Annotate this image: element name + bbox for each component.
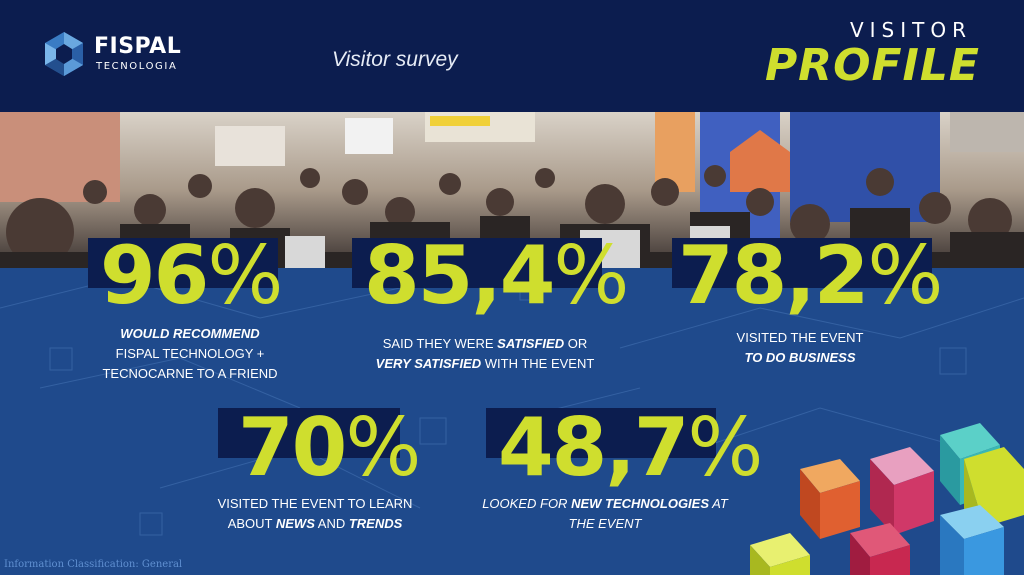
caption-emphasis: SATISFIED <box>497 336 565 351</box>
caption-emphasis: VERY SATISFIED <box>375 356 482 371</box>
stat-highlight-box <box>88 238 278 288</box>
stat-number: 78,2 <box>678 229 869 322</box>
visitor-heading: VISITOR <box>849 18 972 42</box>
percent-sign: % <box>207 229 283 322</box>
stat-value: 78,2% <box>678 236 943 316</box>
caption-emphasis: NEW TECHNOLOGIES <box>571 496 710 511</box>
caption-text: SAID THEY WERE <box>382 336 498 351</box>
caption-text: LOOKED FOR <box>482 496 572 511</box>
stat-value: 85,4% <box>364 236 629 316</box>
caption-line: THE EVENT <box>568 516 642 531</box>
caption-emphasis: TRENDS <box>348 516 403 531</box>
stat-number: 70 <box>238 401 347 494</box>
stat-caption: LOOKED FOR NEW TECHNOLOGIES AT THE EVENT <box>470 494 740 534</box>
stat-caption: VISITED THE EVENT TO DO BUSINESS <box>690 328 910 368</box>
profile-heading: PROFILE <box>764 40 980 91</box>
caption-line: VISITED THE EVENT <box>736 330 864 345</box>
caption-text: WITH THE EVENT <box>481 356 595 371</box>
stat-number: 96 <box>100 229 209 322</box>
percent-sign: % <box>553 229 629 322</box>
information-classification: Information Classification: General <box>4 559 183 570</box>
caption-text: AT <box>709 496 728 511</box>
fispal-logo[interactable]: FISPAL TECNOLOGIA <box>40 28 190 84</box>
percent-sign: % <box>867 229 943 322</box>
percent-sign: % <box>687 401 763 494</box>
caption-line: TECNOCARNE TO A FRIEND <box>102 366 278 381</box>
survey-title: Visitor survey <box>332 48 458 71</box>
caption-text: AND <box>314 516 349 531</box>
logo-subtitle: TECNOLOGIA <box>96 61 178 72</box>
fispal-logo-icon <box>45 32 83 76</box>
stat-highlight-box <box>486 408 716 458</box>
caption-emphasis: NEWS <box>275 516 315 531</box>
stat-caption: SAID THEY WERE SATISFIED OR VERY SATISFI… <box>350 334 620 374</box>
stat-value: 48,7% <box>498 408 763 488</box>
stat-value: 70% <box>238 408 421 488</box>
header-band: FISPAL TECNOLOGIA Visitor survey VISITOR… <box>0 0 1024 112</box>
caption-text: ABOUT <box>227 516 276 531</box>
caption-emphasis: TO DO BUSINESS <box>744 350 856 365</box>
cubes-decoration <box>750 423 1024 575</box>
stat-caption: WOULD RECOMMEND FISPAL TECHNOLOGY + TECN… <box>80 324 300 384</box>
stat-value: 96% <box>100 236 283 316</box>
stat-highlight-box <box>672 238 932 288</box>
stat-number: 48,7 <box>498 401 689 494</box>
stat-highlight-box <box>218 408 400 458</box>
stat-highlight-box <box>352 238 602 288</box>
caption-line: FISPAL TECHNOLOGY + <box>115 346 265 361</box>
stat-number: 85,4 <box>364 229 555 322</box>
caption-text: OR <box>564 336 588 351</box>
percent-sign: % <box>345 401 421 494</box>
stat-caption: VISITED THE EVENT TO LEARN ABOUT NEWS AN… <box>200 494 430 534</box>
caption-line: VISITED THE EVENT TO LEARN <box>217 496 413 511</box>
logo-name: FISPAL <box>94 34 182 59</box>
caption-emphasis: WOULD RECOMMEND <box>120 326 260 341</box>
